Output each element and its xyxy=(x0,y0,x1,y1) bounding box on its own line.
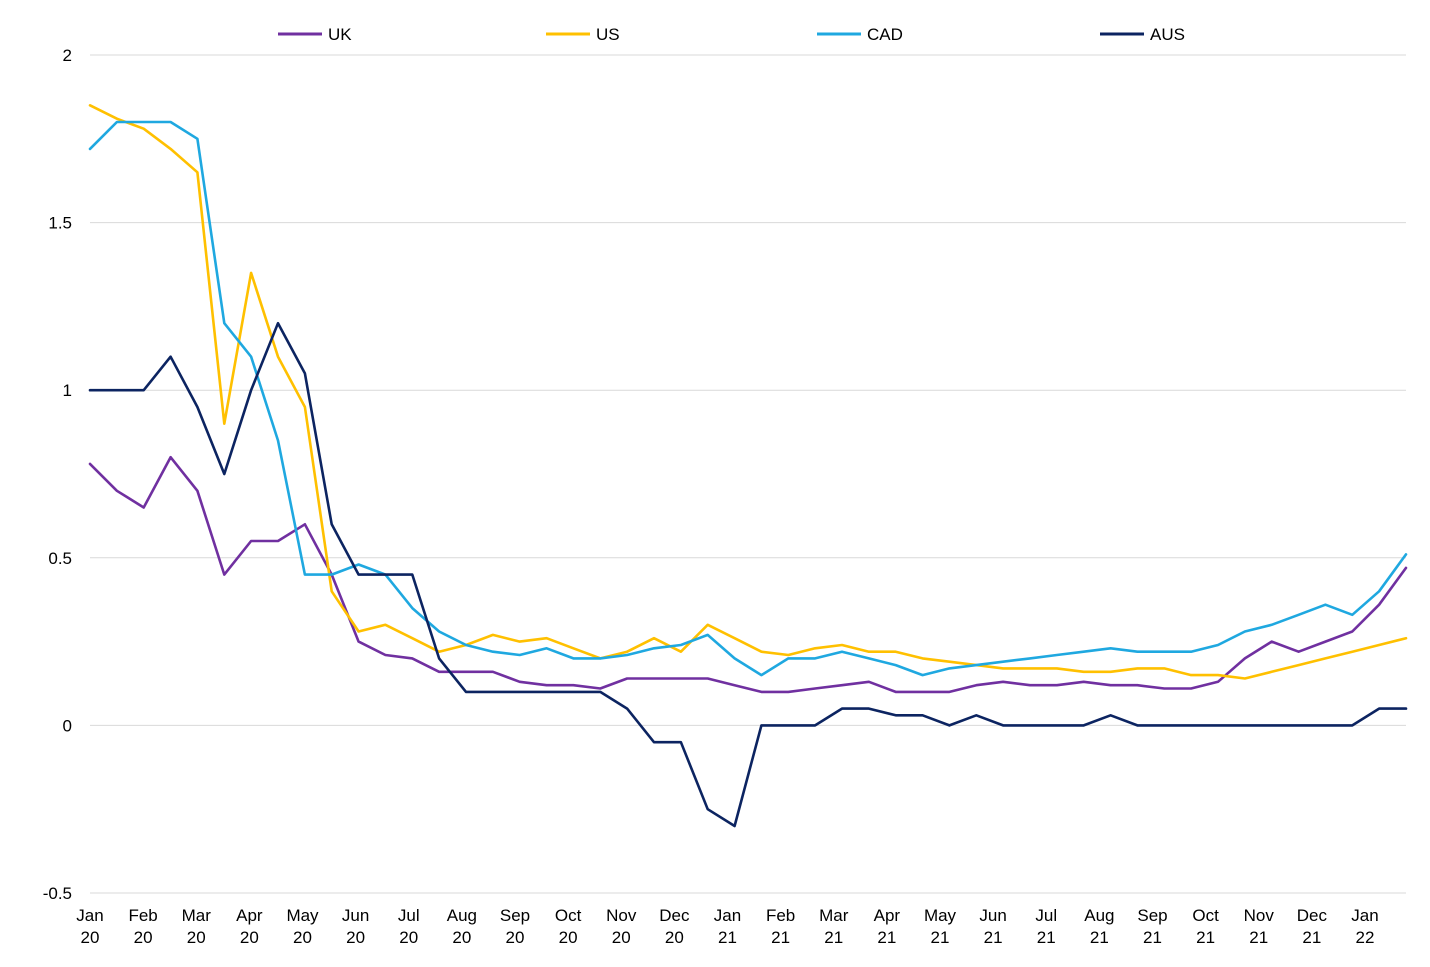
series-line-us xyxy=(88,104,1408,680)
x-tick-label: Oct xyxy=(555,906,582,925)
x-tick-label: Dec xyxy=(1297,906,1328,925)
x-tick-label: 20 xyxy=(506,928,525,947)
x-tick-label: Oct xyxy=(1192,906,1219,925)
x-tick-label: 20 xyxy=(81,928,100,947)
x-tick-label: 20 xyxy=(559,928,578,947)
x-tick-label: 21 xyxy=(984,928,1003,947)
x-tick-label: 20 xyxy=(240,928,259,947)
y-tick-label: 2 xyxy=(63,46,72,65)
x-tick-label: Mar xyxy=(182,906,212,925)
x-tick-label: 20 xyxy=(452,928,471,947)
x-tick-label: 21 xyxy=(1196,928,1215,947)
x-tick-label: 20 xyxy=(346,928,365,947)
legend: UK US CAD AUS xyxy=(278,25,1185,44)
x-tick-label: 22 xyxy=(1356,928,1375,947)
x-tick-label: 20 xyxy=(665,928,684,947)
x-tick-label: 20 xyxy=(399,928,418,947)
x-tick-label: Jun xyxy=(342,906,369,925)
x-tick-label: Nov xyxy=(606,906,637,925)
series-line-cad xyxy=(88,120,1408,677)
y-tick-label: -0.5 xyxy=(43,884,72,903)
series-line-aus xyxy=(88,321,1408,828)
y-tick-label: 0.5 xyxy=(48,549,72,568)
x-tick-label: 20 xyxy=(293,928,312,947)
x-tick-label: 20 xyxy=(187,928,206,947)
x-tick-label: Mar xyxy=(819,906,849,925)
x-tick-label: 21 xyxy=(771,928,790,947)
x-tick-label: 21 xyxy=(931,928,950,947)
x-tick-label: Jul xyxy=(1035,906,1057,925)
x-tick-label: Jun xyxy=(979,906,1006,925)
series-lines xyxy=(88,104,1408,828)
y-axis: -0.5 0 0.5 1 1.5 2 xyxy=(43,46,72,903)
legend-label-uk: UK xyxy=(328,25,352,44)
x-tick-label: 21 xyxy=(877,928,896,947)
x-tick-label: 21 xyxy=(1143,928,1162,947)
x-tick-label: Nov xyxy=(1244,906,1275,925)
x-tick-label: May xyxy=(924,906,957,925)
y-tick-label: 1.5 xyxy=(48,214,72,233)
x-tick-label: Dec xyxy=(659,906,690,925)
x-tick-label: Aug xyxy=(447,906,477,925)
x-tick-label: Sep xyxy=(1137,906,1167,925)
x-tick-label: Apr xyxy=(236,906,263,925)
x-tick-label: 21 xyxy=(1090,928,1109,947)
x-axis: Jan 20 Feb 20 Mar 20 Apr 20 May 20 Jun 20 Jul 20 Aug 20… xyxy=(76,906,1378,947)
x-tick-label: Feb xyxy=(766,906,795,925)
legend-label-cad: CAD xyxy=(867,25,903,44)
x-tick-label: Sep xyxy=(500,906,530,925)
x-tick-label: 21 xyxy=(1037,928,1056,947)
x-tick-label: 21 xyxy=(1302,928,1321,947)
legend-label-us: US xyxy=(596,25,620,44)
legend-label-aus: AUS xyxy=(1150,25,1185,44)
x-tick-label: Jan xyxy=(76,906,103,925)
x-tick-label: Apr xyxy=(874,906,901,925)
series-line-uk xyxy=(88,455,1408,694)
x-tick-label: May xyxy=(286,906,319,925)
x-tick-label: 21 xyxy=(718,928,737,947)
x-tick-label: Jan xyxy=(714,906,741,925)
x-tick-label: Jul xyxy=(398,906,420,925)
gridlines xyxy=(90,54,1406,894)
x-tick-label: Feb xyxy=(128,906,157,925)
x-tick-label: 21 xyxy=(1249,928,1268,947)
x-tick-label: 21 xyxy=(824,928,843,947)
x-tick-label: 20 xyxy=(612,928,631,947)
x-tick-label: 20 xyxy=(134,928,153,947)
x-tick-label: Jan xyxy=(1351,906,1378,925)
y-tick-label: 1 xyxy=(63,381,72,400)
y-tick-label: 0 xyxy=(63,716,72,735)
x-tick-label: Aug xyxy=(1084,906,1114,925)
